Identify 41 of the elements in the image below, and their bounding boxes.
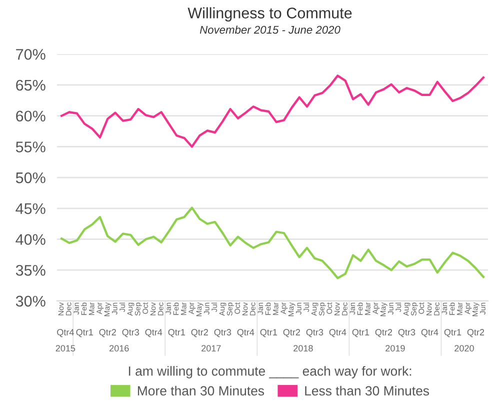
text: 2017 [202,345,221,352]
legend-label: More than 30 Minutes [138,386,264,396]
y-tick-label: 30% [16,296,46,307]
text: Qtr4 [421,329,438,338]
text: Qtr1 [260,329,278,338]
legend-title: I am willing to commute ____ each way for work: [128,366,412,378]
text: Qtr3 [214,329,232,338]
line-series [60,74,485,148]
text: Qtr4 [329,329,346,338]
text: Qtr3 [306,329,324,338]
text: 2018 [294,345,313,352]
text: Qtr1 [444,329,462,338]
text: Qtr3 [122,329,140,338]
text: Qtr2 [375,329,392,338]
line-series [60,206,485,280]
legend-label: Less than 30 Minutes [305,386,430,396]
text: Qtr4 [237,329,254,338]
text: Qtr1 [352,329,370,338]
text: Qtr2 [99,329,116,338]
y-tick-label: 70% [16,48,46,60]
text: Qtr2 [283,329,300,338]
y-tick-label: 50% [16,172,46,184]
y-tick-label: 45% [16,203,46,214]
y-tick-label: 55% [16,142,46,152]
y-tick-label: 60% [16,110,46,122]
text: 2015 [56,345,76,352]
text: Qtr1 [76,329,93,338]
text: 2020 [454,345,474,352]
text: 2019 [386,345,405,352]
y-tick-label: 40% [16,234,46,245]
text: Qtr4 [57,329,74,338]
y-tick-label: 35% [16,264,46,276]
chart-title: Willingness to Commute [188,7,352,22]
y-tick-label: 65% [16,80,46,91]
chart-subtitle: November 2015 - June 2020 [200,26,340,34]
text: Qtr2 [191,329,208,338]
text: Qtr2 [467,329,484,338]
text: 2016 [110,345,129,352]
text: Qtr3 [398,329,416,338]
text: Qtr4 [145,329,162,338]
text: Qtr1 [168,329,185,338]
